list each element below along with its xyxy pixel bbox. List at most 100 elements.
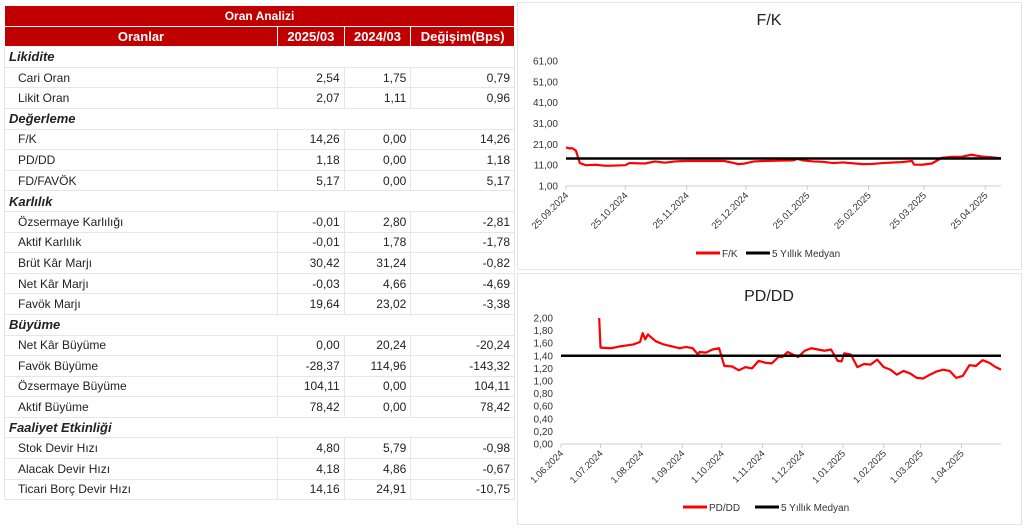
ratio-name: Cari Oran: [4, 66, 278, 89]
x-tick-label: 1.02.2025: [851, 448, 889, 486]
table-title-row: Oran Analizi: [4, 5, 515, 27]
value-cell: 0,00: [343, 375, 412, 398]
value-cell: 1,18: [410, 149, 515, 171]
x-tick-label: 1.10.2024: [689, 448, 727, 486]
ratio-name: Net Kâr Büyüme: [4, 334, 278, 357]
value-cell: 1,75: [343, 66, 412, 89]
value-cell: 2,80: [343, 210, 412, 233]
x-tick-label: 25.03.2025: [888, 190, 929, 231]
x-tick-label: 1.07.2024: [568, 448, 606, 486]
ratio-name: Ticari Borç Devir Hızı: [4, 478, 278, 501]
ratio-name: FD/FAVÖK: [4, 169, 278, 192]
x-tick-label: 25.11.2024: [651, 190, 692, 231]
column-header: Oranlar: [4, 25, 278, 48]
ratio-name: Favök Marjı: [4, 293, 278, 315]
value-cell: 1,18: [276, 149, 345, 171]
ratio-name: PD/DD: [4, 149, 278, 171]
value-cell: 104,11: [276, 375, 345, 398]
legend-label: 5 Yıllık Medyan: [772, 249, 840, 260]
y-tick-label: 2,00: [534, 314, 554, 325]
x-tick-label: 1.09.2024: [650, 448, 688, 486]
legend-label: PD/DD: [709, 503, 740, 514]
value-cell: 5,79: [343, 437, 412, 460]
x-tick-label: 25.02.2025: [832, 190, 873, 231]
value-cell: -20,24: [410, 334, 515, 357]
x-tick-label: 25.04.2025: [949, 190, 990, 231]
value-cell: -1,78: [410, 231, 515, 254]
y-tick-label: 1,60: [534, 339, 554, 350]
value-cell: -0,01: [276, 231, 345, 254]
table-title: Oran Analizi: [4, 5, 515, 27]
table-row: Aktif Karlılık -0,01 1,78 -1,78: [4, 231, 515, 254]
section-row: Karlılık: [4, 190, 515, 212]
x-tick-label: 1.11.2024: [731, 448, 768, 485]
y-tick-label: 0,20: [534, 427, 554, 438]
section-title: Faaliyet Etkinliği: [4, 416, 515, 439]
value-cell: 20,24: [343, 334, 412, 357]
ratio-name: Alacak Devir Hızı: [4, 458, 278, 480]
x-tick-label: 1.12.2024: [770, 448, 808, 486]
y-tick-label: 1,80: [534, 326, 554, 337]
value-cell: 114,96: [343, 355, 412, 377]
value-cell: -0,98: [410, 437, 515, 460]
table-row: Stok Devir Hızı 4,80 5,79 -0,98: [4, 437, 515, 460]
value-cell: -143,32: [410, 355, 515, 377]
value-cell: 31,24: [343, 252, 412, 274]
y-tick-label: 11,00: [534, 161, 559, 172]
table-row: Ticari Borç Devir Hızı 14,16 24,91 -10,75: [4, 478, 515, 501]
value-cell: 24,91: [343, 478, 412, 501]
value-cell: 78,42: [276, 396, 345, 418]
table-row: Cari Oran 2,54 1,75 0,79: [4, 66, 515, 89]
y-tick-label: 1,40: [534, 351, 554, 362]
x-tick-label: 1.08.2024: [609, 448, 647, 486]
value-cell: -0,67: [410, 458, 515, 480]
legend-label: F/K: [722, 249, 738, 260]
y-tick-label: 1,20: [534, 364, 554, 375]
section-row: Değerleme: [4, 107, 515, 130]
section-title: Değerleme: [4, 107, 515, 130]
value-cell: 14,16: [276, 478, 345, 501]
y-tick-label: 0,80: [534, 389, 554, 400]
table-row: Özsermaye Karlılığı -0,01 2,80 -2,81: [4, 210, 515, 233]
series-line: [598, 317, 1002, 380]
value-cell: 0,00: [276, 334, 345, 357]
section-title: Büyüme: [4, 313, 515, 336]
table-row: F/K 14,26 0,00 14,26: [4, 128, 515, 151]
table-row: Brüt Kâr Marjı 30,42 31,24 -0,82: [4, 252, 515, 274]
value-cell: -10,75: [410, 478, 515, 501]
x-tick-label: 1.01.2025: [810, 448, 848, 486]
ratio-name: Aktif Karlılık: [4, 231, 278, 254]
value-cell: 0,00: [343, 169, 412, 192]
y-tick-label: 0,00: [534, 440, 554, 451]
table-row: PD/DD 1,18 0,00 1,18: [4, 149, 515, 171]
value-cell: 4,80: [276, 437, 345, 460]
value-cell: -2,81: [410, 210, 515, 233]
y-tick-label: 0,60: [534, 402, 554, 413]
fk-chart-panel: F/K 1,00 11,00 21,00 31,00 41,00 51,00 61,00 25.…: [517, 2, 1022, 270]
value-cell: -3,38: [410, 293, 515, 315]
value-cell: 23,02: [343, 293, 412, 315]
value-cell: 2,07: [276, 87, 345, 109]
table-row: Favök Büyüme -28,37 114,96 -143,32: [4, 355, 515, 377]
ratio-name: Aktif Büyüme: [4, 396, 278, 418]
y-tick-label: 51,00: [533, 77, 558, 88]
chart-title: PD/DD: [744, 288, 794, 305]
ratio-name: Favök Büyüme: [4, 355, 278, 377]
y-tick-label: 21,00: [533, 140, 558, 151]
table-header-row: Oranlar 2025/03 2024/03 Değişim(Bps): [4, 25, 515, 48]
x-tick-label: 25.12.2024: [710, 190, 751, 231]
table-row: Aktif Büyüme 78,42 0,00 78,42: [4, 396, 515, 418]
value-cell: 30,42: [276, 252, 345, 274]
value-cell: -4,69: [410, 272, 515, 295]
y-tick-label: 1,00: [534, 377, 554, 388]
x-tick-label: 25.01.2025: [771, 190, 812, 231]
value-cell: 104,11: [410, 375, 515, 398]
value-cell: 2,54: [276, 66, 345, 89]
y-tick-label: 41,00: [533, 98, 558, 109]
value-cell: 19,64: [276, 293, 345, 315]
table-row: Özsermaye Büyüme 104,11 0,00 104,11: [4, 375, 515, 398]
pddd-chart-panel: PD/DD 0,00 0,20 0,40 0,60 0,80 1,00 1,20 1,40 1,6…: [517, 273, 1022, 525]
column-header: Değişim(Bps): [410, 25, 515, 48]
value-cell: 78,42: [410, 396, 515, 418]
column-header: 2024/03: [343, 25, 412, 48]
